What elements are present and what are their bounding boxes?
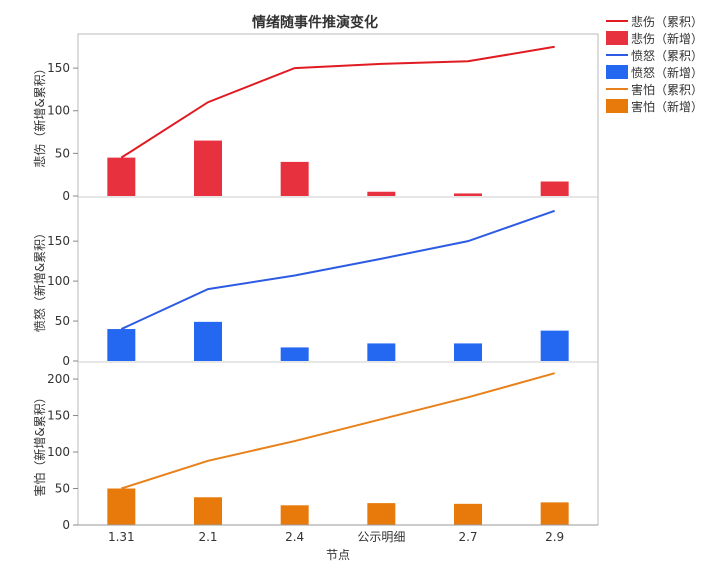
chart-title: 情绪随事件推演变化 xyxy=(252,14,378,31)
line-cumulative xyxy=(120,209,555,330)
bar-new xyxy=(280,347,309,361)
bar-new xyxy=(540,330,569,361)
legend-bar-swatch xyxy=(606,99,628,113)
legend-label: 悲伤（累积） xyxy=(631,14,703,29)
bar-new xyxy=(107,488,136,525)
y-tick-label: 0 xyxy=(62,189,70,203)
y-tick-label: 150 xyxy=(47,234,70,248)
y-tick-label: 100 xyxy=(47,445,70,459)
bar-new xyxy=(280,505,309,525)
bar-new xyxy=(540,502,569,525)
line-cumulative xyxy=(121,372,555,490)
bar-new xyxy=(454,503,482,525)
legend-label: 害怕（累积） xyxy=(631,82,703,97)
x-tick-label: 2.7 xyxy=(458,530,477,544)
x-tick-label: 1.31 xyxy=(108,530,135,544)
legend-label: 愤怒（新增） xyxy=(631,65,703,80)
y-axis-label: 悲伤（新增&累积） xyxy=(32,62,47,167)
x-tick-label: 公示明细 xyxy=(357,530,405,544)
x-axis-label: 节点 xyxy=(326,548,350,562)
y-axis-label: 害怕（新增&累积） xyxy=(32,391,47,496)
y-tick-label: 100 xyxy=(47,274,70,288)
legend-label: 害怕（新增） xyxy=(631,99,703,114)
bar-new xyxy=(454,193,482,196)
y-tick-label: 100 xyxy=(47,104,70,118)
y-tick-label: 150 xyxy=(47,61,70,75)
bar-new xyxy=(194,321,222,361)
bar-new xyxy=(194,140,222,196)
y-tick-label: 200 xyxy=(47,372,70,386)
bar-new xyxy=(194,497,222,525)
line-cumulative xyxy=(120,45,555,159)
legend-label: 悲伤（新增） xyxy=(631,31,703,46)
bar-new xyxy=(367,343,396,361)
legend: 悲伤（累积） 悲伤（新增） 愤怒（累积） 愤怒（新增） 害怕（累积） 害怕（新增） xyxy=(606,14,703,114)
bar-new xyxy=(107,157,136,196)
y-axis-label: 愤怒（新增&累积） xyxy=(32,227,47,332)
x-tick-label: 2.4 xyxy=(285,530,304,544)
y-tick-label: 150 xyxy=(47,409,70,423)
bar-new xyxy=(280,161,309,196)
y-tick-label: 50 xyxy=(55,146,70,160)
y-tick-label: 0 xyxy=(62,354,70,368)
bar-new xyxy=(454,343,482,361)
y-tick-label: 0 xyxy=(62,518,70,532)
x-tick-label: 2.9 xyxy=(545,530,564,544)
bar-new xyxy=(540,181,569,196)
x-tick-label: 2.1 xyxy=(198,530,217,544)
y-tick-label: 50 xyxy=(55,482,70,496)
bar-new xyxy=(107,329,136,361)
legend-bar-swatch xyxy=(606,31,628,45)
bar-new xyxy=(367,503,396,525)
legend-label: 愤怒（累积） xyxy=(631,48,703,63)
bar-new xyxy=(367,191,396,196)
legend-bar-swatch xyxy=(606,65,628,79)
y-tick-label: 50 xyxy=(55,314,70,328)
plot-frame xyxy=(77,33,599,526)
